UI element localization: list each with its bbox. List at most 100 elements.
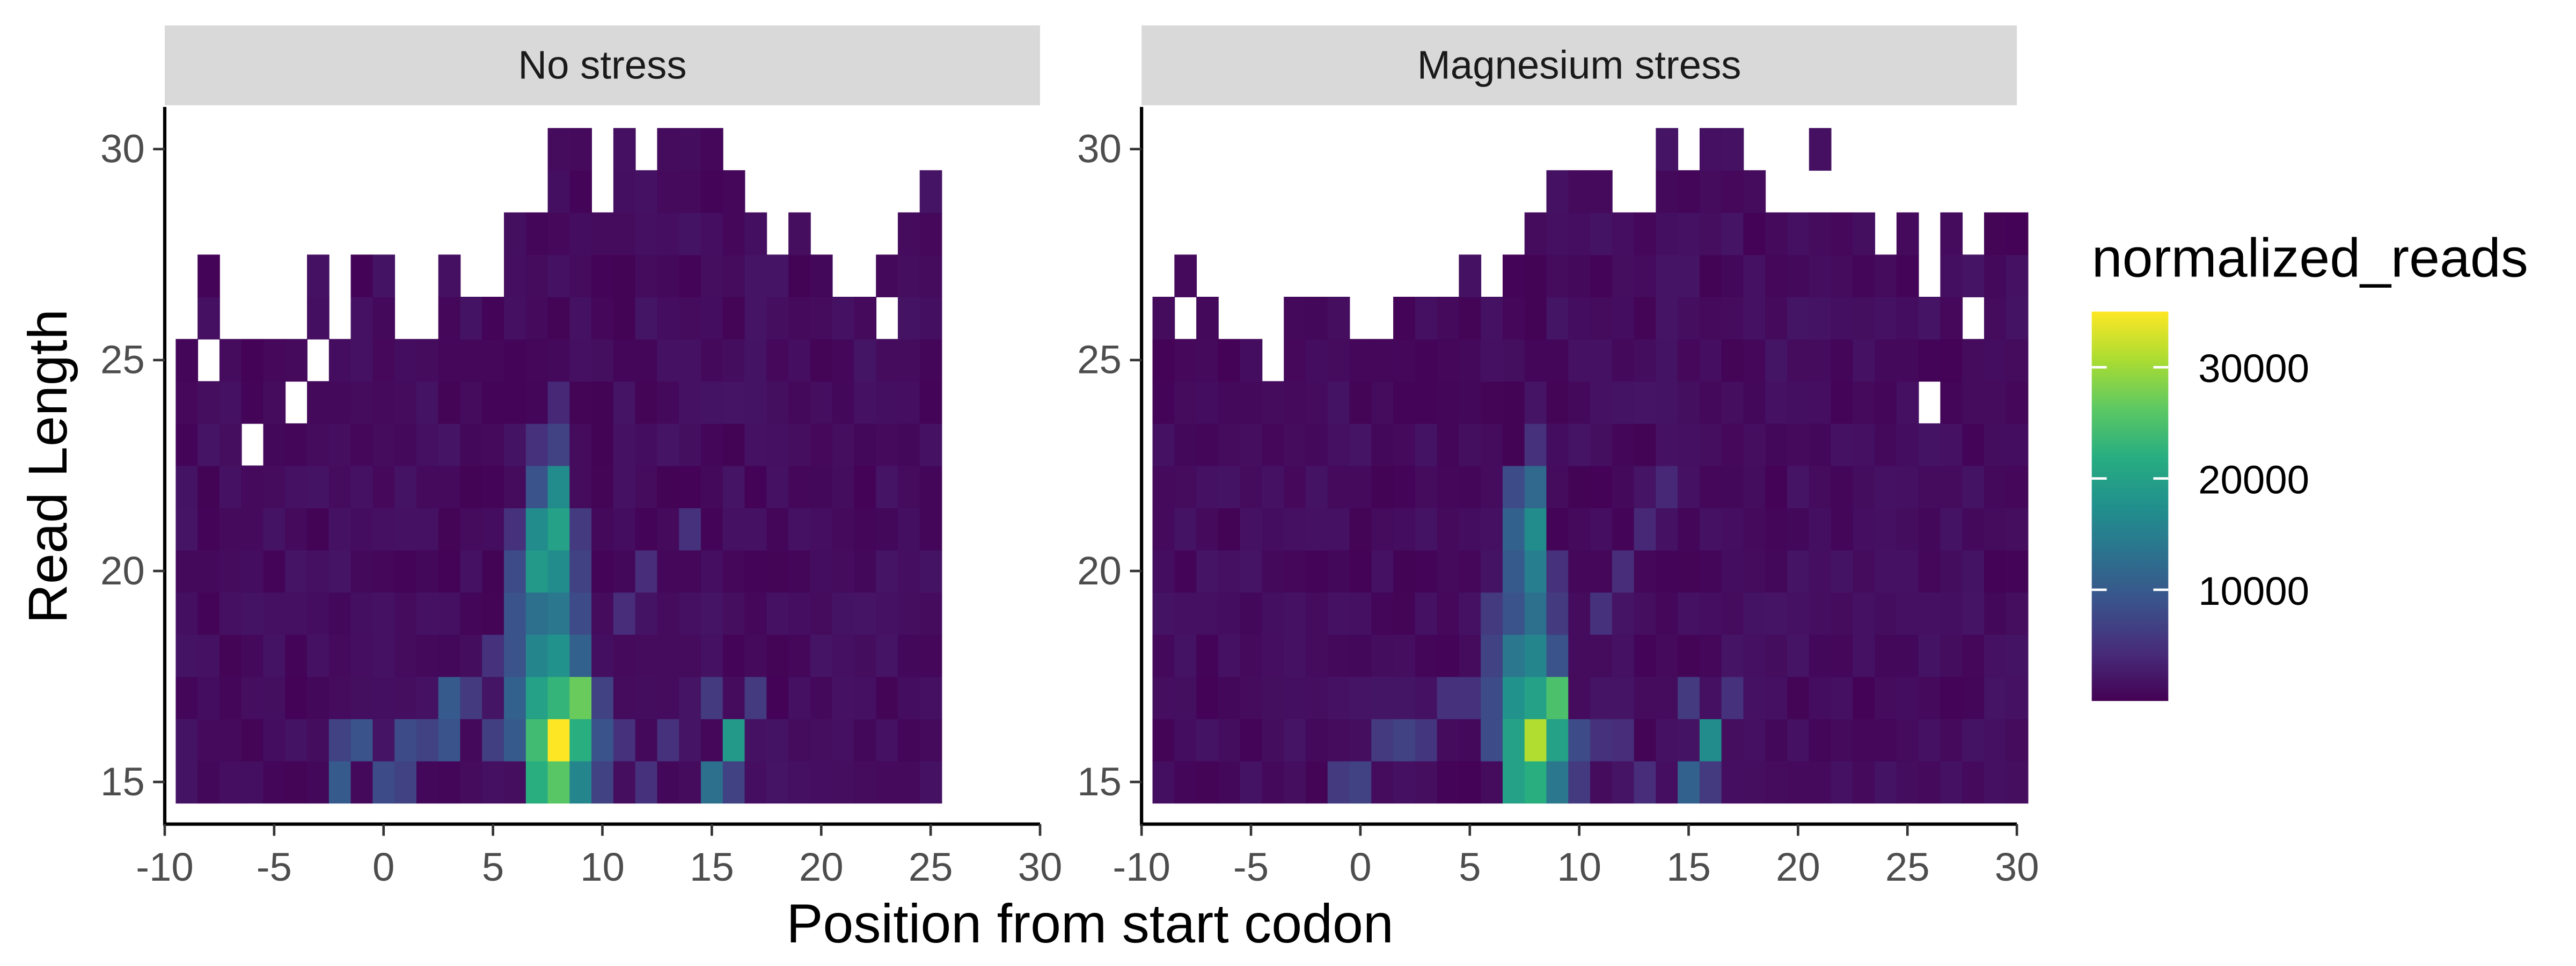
panel-no-stress: No stress -10 -5 0 5 10 15 20 25 30 15 20 25 30 — [100, 25, 1062, 889]
heatmap-cell — [1481, 465, 1503, 508]
heatmap-cell — [679, 128, 701, 171]
heatmap-cell — [1721, 381, 1744, 424]
heatmap-cell — [591, 550, 614, 593]
heatmap-cell — [897, 634, 920, 677]
heatmap-cell — [394, 760, 417, 804]
heatmap-cell — [1612, 760, 1635, 804]
heatmap-cell — [569, 254, 592, 297]
heatmap-cell — [613, 465, 636, 508]
heatmap-cell — [722, 296, 745, 340]
heatmap-cell — [700, 760, 723, 804]
heatmap-cell — [1787, 423, 1810, 466]
heatmap-cell — [1393, 296, 1416, 340]
heatmap-cell — [1459, 465, 1482, 508]
heatmap-cell — [525, 254, 548, 297]
heatmap-cell — [504, 592, 526, 635]
y-tick-label: 30 — [1077, 127, 1122, 171]
heatmap-cell — [350, 719, 374, 762]
heatmap-cell — [504, 634, 526, 677]
heatmap-cell — [1305, 339, 1328, 382]
heatmap-cell — [1656, 465, 1679, 508]
heatmap-cell — [197, 465, 220, 508]
heatmap-cell — [482, 508, 504, 551]
heatmap-cell — [1546, 592, 1569, 635]
heatmap-cell — [1853, 719, 1876, 762]
heatmap-cell — [1152, 423, 1175, 466]
heatmap-cell — [1240, 634, 1263, 677]
heatmap-cell — [569, 128, 592, 171]
heatmap-cell — [1721, 212, 1744, 255]
heatmap-cell — [197, 719, 220, 762]
heatmap-cell — [1656, 550, 1679, 593]
heatmap-cell — [1284, 634, 1306, 677]
heatmap-cell — [1524, 760, 1547, 804]
heatmap-cell — [504, 550, 526, 593]
heatmap-cell — [1721, 170, 1744, 213]
heatmap-cell — [897, 254, 920, 297]
heatmap-cell — [722, 339, 745, 382]
heatmap-cell — [744, 719, 767, 762]
heatmap-cell — [1524, 465, 1547, 508]
heatmap-cell — [700, 339, 723, 382]
heatmap-cell — [1240, 381, 1263, 424]
heatmap-cell — [1765, 254, 1788, 297]
legend-colorbar — [2091, 311, 2169, 701]
heatmap-cell — [1152, 676, 1175, 720]
heatmap-cell — [1174, 465, 1197, 508]
heatmap-cell — [372, 339, 396, 382]
heatmap-cell — [482, 550, 504, 593]
heatmap-cell — [1809, 128, 1832, 171]
y-tick-label: 25 — [100, 338, 145, 382]
heatmap-cell — [1240, 339, 1263, 382]
heatmap-cell — [1371, 634, 1394, 677]
heatmap-cell — [788, 465, 811, 508]
heatmap-cell — [504, 760, 526, 804]
heatmap-cell — [1962, 676, 1985, 720]
heatmap-cell — [1415, 465, 1438, 508]
heatmap-cell — [197, 254, 220, 297]
heatmap-cell — [307, 676, 330, 720]
heatmap-cell — [1721, 634, 1744, 677]
heatmap-cell — [525, 550, 548, 593]
heatmap-cell — [438, 550, 461, 593]
heatmap-cell — [1721, 508, 1744, 551]
heatmap-cell — [307, 592, 330, 635]
heatmap-cell — [1984, 592, 2007, 635]
heatmap-cell — [744, 339, 767, 382]
heatmap-cell — [1240, 508, 1263, 551]
heatmap-cell — [1853, 634, 1876, 677]
heatmap-cell — [1612, 296, 1635, 340]
heatmap-cell — [285, 634, 308, 677]
heatmap-cell — [897, 381, 920, 424]
heatmap-cell — [1678, 550, 1700, 593]
heatmap-cell — [241, 760, 264, 804]
heatmap-cell — [372, 550, 396, 593]
heatmap-cell — [635, 719, 658, 762]
heatmap-cell — [1459, 508, 1482, 551]
heatmap-cell — [525, 634, 548, 677]
heatmap-cell — [1502, 760, 1525, 804]
heatmap-cell — [1765, 212, 1788, 255]
heatmap-cell — [810, 339, 833, 382]
heatmap-cell — [1393, 465, 1416, 508]
heatmap-cell — [1743, 719, 1766, 762]
heatmap-cell — [1875, 760, 1897, 804]
heatmap-cell — [722, 254, 745, 297]
heatmap-cell — [1699, 592, 1722, 635]
heatmap-cell — [854, 592, 877, 635]
heatmap-cell — [547, 634, 570, 677]
heatmap-cell — [919, 508, 942, 551]
heatmap-cell — [1743, 760, 1766, 804]
heatmap-cell — [700, 676, 723, 720]
heatmap-cell — [1787, 676, 1810, 720]
heatmap-cell — [504, 423, 526, 466]
heatmap-cell — [1262, 465, 1285, 508]
heatmap-cell — [722, 719, 745, 762]
heatmap-cell — [1305, 381, 1328, 424]
heatmap-cell — [810, 760, 833, 804]
heatmap-cell — [1853, 592, 1876, 635]
heatmap-cell — [372, 760, 396, 804]
heatmap-cell — [1218, 676, 1241, 720]
heatmap-cell — [1305, 760, 1328, 804]
heatmap-cell — [1831, 296, 1854, 340]
